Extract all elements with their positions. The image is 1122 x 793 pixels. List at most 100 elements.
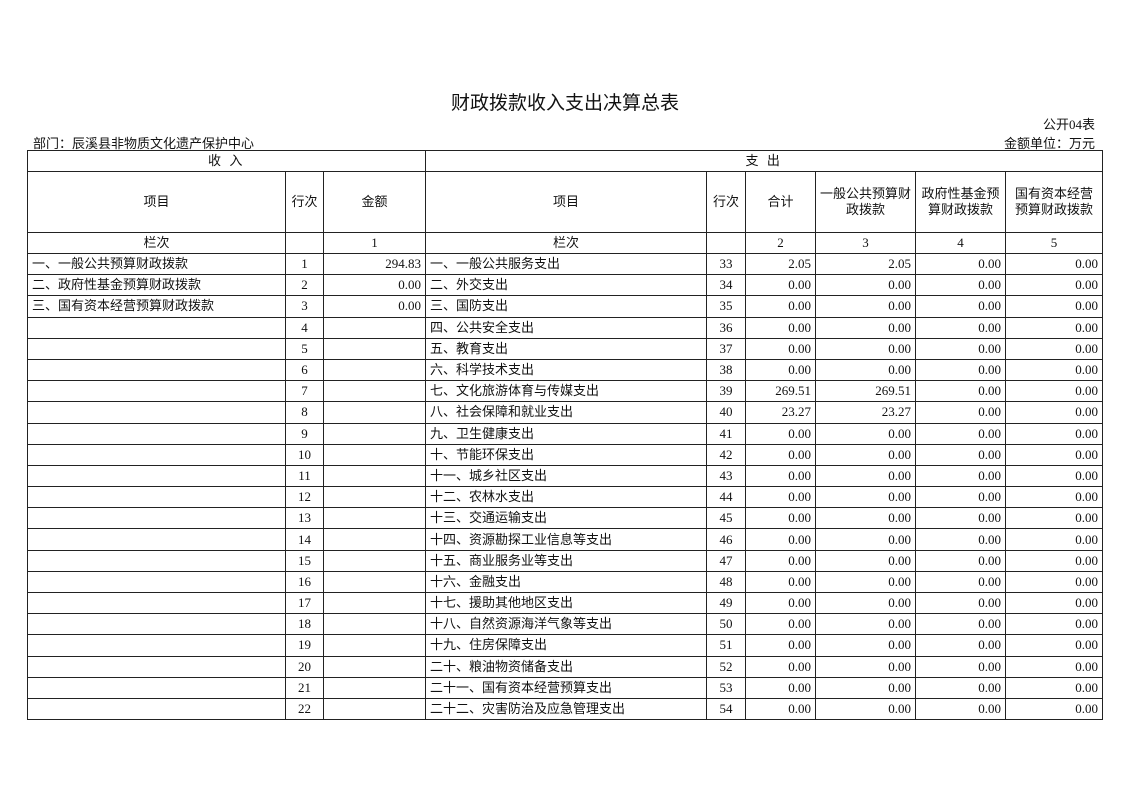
table-cell: 0.00 [815, 655, 916, 678]
column-header: 政府性基金预算财政拨款 [915, 171, 1006, 233]
table-cell: 0.00 [1005, 613, 1103, 636]
table-cell: 0.00 [915, 528, 1006, 551]
index-cell: 栏次 [425, 232, 707, 254]
table-cell: 22 [285, 697, 324, 721]
table-cell: 0.00 [745, 655, 816, 678]
table-cell: 0.00 [915, 507, 1006, 530]
table-cell: 十七、援助其他地区支出 [425, 591, 707, 615]
table-row: 收 入支 出 [27, 150, 1103, 172]
table-cell: 三、国有资本经营预算财政拨款 [27, 295, 286, 318]
table-cell: 0.00 [815, 443, 916, 466]
table-cell [323, 486, 426, 509]
table-cell: 0.00 [915, 337, 1006, 360]
table-cell: 0.00 [1005, 634, 1103, 657]
table-cell: 4 [285, 316, 324, 339]
table-cell: 0.00 [915, 486, 1006, 509]
table-cell: 35 [706, 295, 746, 318]
table-cell: 0.00 [815, 274, 916, 297]
table-cell: 0.00 [745, 697, 816, 721]
table-row: 10 十、节能环保支出 42 0.00 0.00 0.00 0.00 [27, 443, 1103, 466]
table-cell: 47 [706, 549, 746, 572]
table-row: 4 四、公共安全支出 36 0.00 0.00 0.00 0.00 [27, 316, 1103, 339]
table-cell: 0.00 [745, 337, 816, 360]
table-cell [27, 655, 286, 678]
table-cell: 0.00 [815, 337, 916, 360]
table-cell [323, 528, 426, 551]
table-row: 16 十六、金融支出 48 0.00 0.00 0.00 0.00 [27, 570, 1103, 594]
table-row: 项目 行次 金额 项目 行次 合计 一般公共预算财政拨款 政府性基金预算财政拨款 国有资本经营预… [27, 171, 1103, 233]
table-cell [27, 401, 286, 424]
table-cell: 11 [285, 464, 324, 488]
table-cell: 15 [285, 549, 324, 572]
table-cell: 45 [706, 507, 746, 530]
table-row: 19 十九、住房保障支出 51 0.00 0.00 0.00 0.00 [27, 634, 1103, 657]
table-cell: 36 [706, 316, 746, 339]
table-row: 一、一般公共预算财政拨款 1 294.83 一、一般公共服务支出 33 2.05 2.05 0… [27, 252, 1103, 276]
table-cell: 七、文化旅游体育与传媒支出 [425, 380, 707, 403]
table-cell [27, 634, 286, 657]
table-cell [27, 591, 286, 615]
table-cell: 0.00 [815, 549, 916, 572]
table-cell: 0.00 [323, 295, 426, 318]
table-cell: 5 [285, 337, 324, 360]
table-cell: 0.00 [815, 634, 916, 657]
table-cell: 21 [285, 676, 324, 699]
table-cell: 18 [285, 613, 324, 636]
unit: 金额单位：万元 [1003, 136, 1095, 151]
table-cell [27, 528, 286, 551]
table-cell [27, 697, 286, 721]
table-cell: 0.00 [815, 591, 916, 615]
table-cell: 52 [706, 655, 746, 678]
table-cell: 17 [285, 591, 324, 615]
table-cell [27, 464, 286, 488]
table-cell [323, 634, 426, 657]
table-cell [323, 697, 426, 721]
table-row: 18 十八、自然资源海洋气象等支出 50 0.00 0.00 0.00 0.00 [27, 613, 1103, 636]
table-row: 7 七、文化旅游体育与传媒支出 39 269.51 269.51 0.00 0.00 [27, 380, 1103, 403]
table-cell [323, 358, 426, 382]
table-cell: 0.00 [915, 422, 1006, 445]
table-cell: 0.00 [815, 697, 916, 721]
table-cell [27, 422, 286, 445]
table-cell: 0.00 [815, 486, 916, 509]
table-cell: 0.00 [1005, 676, 1103, 699]
table-cell [27, 486, 286, 509]
table-cell: 0.00 [1005, 358, 1103, 382]
table-row: 11 十一、城乡社区支出 43 0.00 0.00 0.00 0.00 [27, 464, 1103, 488]
table-cell: 43 [706, 464, 746, 488]
table-cell: 0.00 [1005, 380, 1103, 403]
table-cell: 0.00 [915, 252, 1006, 276]
table-cell: 0.00 [745, 591, 816, 615]
table-cell: 0.00 [745, 295, 816, 318]
table-cell [323, 655, 426, 678]
table-cell: 十五、商业服务业等支出 [425, 549, 707, 572]
table-row: 17 十七、援助其他地区支出 49 0.00 0.00 0.00 0.00 [27, 591, 1103, 615]
table-cell: 0.00 [815, 613, 916, 636]
table-cell: 十四、资源勘探工业信息等支出 [425, 528, 707, 551]
table-cell: 8 [285, 401, 324, 424]
table-row: 5 五、教育支出 37 0.00 0.00 0.00 0.00 [27, 337, 1103, 360]
table-cell: 0.00 [1005, 252, 1103, 276]
table-cell: 二十、粮油物资储备支出 [425, 655, 707, 678]
table-code: 公开04表 [1042, 117, 1095, 132]
table-row: 21 二十一、国有资本经营预算支出 53 0.00 0.00 0.00 0.00 [27, 676, 1103, 699]
table-cell: 51 [706, 634, 746, 657]
table-cell: 0.00 [915, 401, 1006, 424]
table-cell: 十六、金融支出 [425, 570, 707, 594]
table-cell [27, 549, 286, 572]
table-cell: 0.00 [1005, 591, 1103, 615]
table-cell: 0.00 [915, 676, 1006, 699]
table-cell: 0.00 [1005, 464, 1103, 488]
table-cell: 0.00 [1005, 443, 1103, 466]
table-cell: 2 [285, 274, 324, 297]
table-cell: 19 [285, 634, 324, 657]
table-cell [27, 316, 286, 339]
table-cell: 0.00 [745, 274, 816, 297]
table-cell [323, 676, 426, 699]
table-cell: 五、教育支出 [425, 337, 707, 360]
table-cell: 0.00 [915, 316, 1006, 339]
table-cell: 0.00 [915, 295, 1006, 318]
table-cell: 0.00 [915, 613, 1006, 636]
section-header: 收 入 [27, 150, 426, 172]
table-cell: 37 [706, 337, 746, 360]
